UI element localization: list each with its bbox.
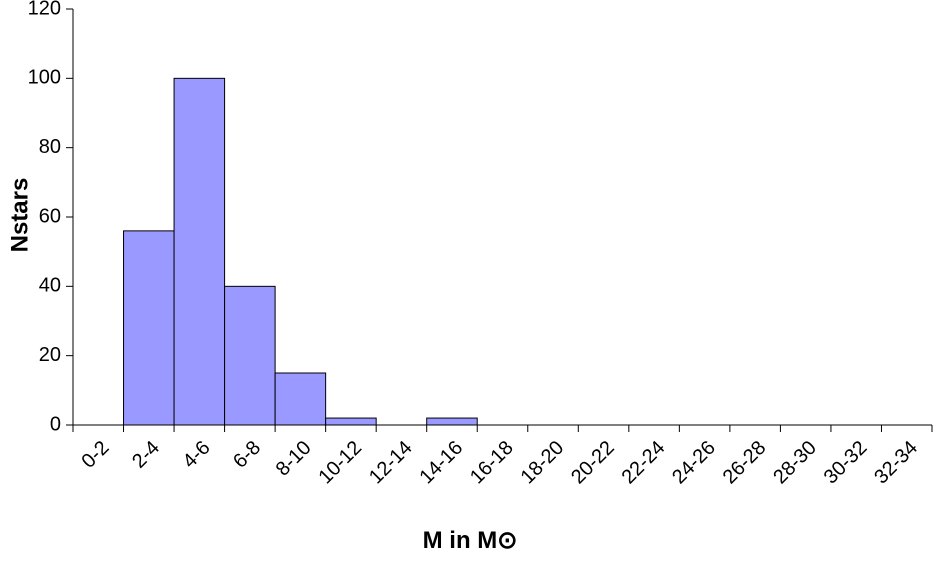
x-tick-label: 28-30 xyxy=(769,437,821,489)
y-tick-label: 80 xyxy=(39,136,61,158)
bar xyxy=(274,372,327,426)
y-tick-label: 120 xyxy=(28,0,61,19)
y-tick-label: 40 xyxy=(39,275,61,297)
x-tick-label: 14-16 xyxy=(416,437,468,489)
x-tick-label: 18-20 xyxy=(517,437,569,489)
bar xyxy=(173,77,226,426)
x-tick-label: 8-10 xyxy=(272,437,316,481)
x-tick-label: 16-18 xyxy=(466,437,518,489)
x-tick-label: 20-22 xyxy=(567,437,619,489)
x-tick-label: 10-12 xyxy=(314,437,366,489)
x-tick-label: 30-32 xyxy=(820,437,872,489)
x-tick-label: 6-8 xyxy=(229,437,265,473)
bar xyxy=(325,417,377,426)
x-tick-label: 0-2 xyxy=(78,437,114,473)
y-tick-label: 60 xyxy=(39,205,61,227)
x-tick-label: 4-6 xyxy=(179,437,215,473)
x-axis-label: M in M⊙ xyxy=(423,527,518,554)
bar xyxy=(426,417,478,426)
x-tick-label: 12-14 xyxy=(365,437,417,489)
x-tick-label: 32-34 xyxy=(870,437,922,489)
y-tick-label: 20 xyxy=(39,344,61,366)
x-tick-label: 26-28 xyxy=(719,437,771,489)
y-tick-label: 100 xyxy=(28,67,61,89)
bar xyxy=(224,285,276,426)
x-tick-label: 22-24 xyxy=(618,437,670,489)
y-axis-label: Nstars xyxy=(6,178,33,253)
y-tick-label: 0 xyxy=(50,413,61,435)
x-tick-label: 2-4 xyxy=(128,437,164,473)
x-tick-label: 24-26 xyxy=(668,437,720,489)
bar xyxy=(123,230,175,426)
